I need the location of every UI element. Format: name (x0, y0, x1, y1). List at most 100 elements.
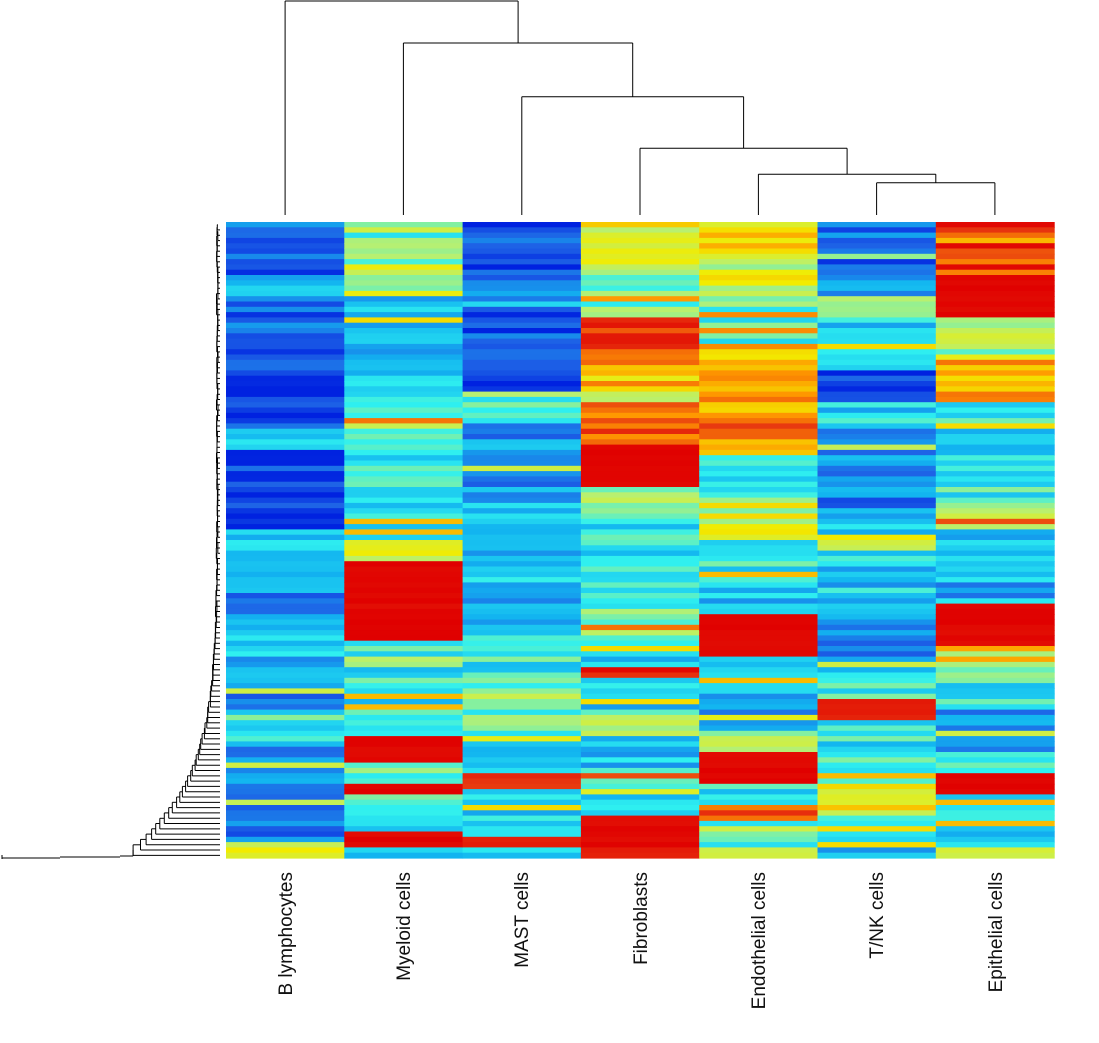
heatmap-cell (699, 396, 819, 403)
heatmap-cell (817, 720, 937, 727)
heatmap-cell (344, 656, 464, 663)
heatmap-cell (344, 508, 464, 515)
heatmap-cell (699, 349, 819, 356)
heatmap-cell (226, 444, 345, 451)
heatmap-cell (580, 232, 700, 239)
heatmap-cell (580, 651, 700, 658)
heatmap-cell (344, 709, 464, 716)
heatmap-cell (699, 571, 819, 578)
heatmap-cell (226, 672, 345, 679)
heatmap-cell (226, 810, 345, 817)
heatmap-cell (344, 783, 464, 790)
heatmap-cell (226, 534, 345, 541)
heatmap-cell (344, 381, 464, 387)
heatmap-cell (462, 672, 582, 679)
heatmap-cell (699, 407, 819, 414)
heatmap-cell (817, 513, 937, 520)
heatmap-cell (580, 407, 700, 414)
heatmap-cell (580, 624, 700, 631)
heatmap-cell (580, 741, 700, 748)
heatmap-cell (226, 275, 345, 281)
heatmap-cell (699, 439, 819, 446)
heatmap-cell (226, 577, 345, 583)
heatmap-cell (580, 693, 700, 700)
heatmap-cell (462, 619, 582, 626)
heatmap-cell (580, 783, 700, 790)
heatmap-cell (580, 391, 700, 398)
heatmap-cell (226, 571, 345, 578)
heatmap-cell (935, 773, 1055, 780)
heatmap-cell (344, 471, 464, 477)
heatmap-cell (817, 836, 937, 843)
heatmap-cell (699, 561, 819, 568)
heatmap-cell (580, 301, 700, 308)
heatmap-cell (462, 243, 582, 250)
heatmap-cell (344, 290, 464, 297)
heatmap-cell (226, 529, 345, 536)
heatmap-cell (935, 672, 1055, 679)
heatmap-cell (935, 227, 1055, 234)
heatmap-cell (817, 365, 937, 371)
heatmap-cell (226, 487, 345, 493)
heatmap-cell (935, 412, 1055, 419)
heatmap-cell (699, 757, 819, 764)
heatmap-cell (344, 836, 464, 843)
heatmap-cell (817, 534, 937, 541)
heatmap-cell (226, 608, 345, 615)
heatmap-cell (935, 391, 1055, 398)
heatmap-cell (344, 306, 464, 313)
heatmap-cell (699, 640, 819, 647)
heatmap-cell (344, 598, 464, 605)
heatmap-cell (699, 767, 819, 774)
heatmap-cell (344, 762, 464, 769)
heatmap-cell (462, 465, 582, 472)
heatmap-cell (462, 709, 582, 716)
heatmap-cell (699, 720, 819, 727)
heatmap-cell (935, 497, 1055, 504)
heatmap-cell (580, 312, 700, 318)
heatmap-cell (580, 847, 700, 854)
heatmap-cell (935, 524, 1055, 530)
heatmap-cell (935, 593, 1055, 599)
heatmap-cell (699, 603, 819, 610)
heatmap-cell (226, 561, 345, 568)
heatmap-cell (344, 566, 464, 573)
heatmap-cell (580, 439, 700, 446)
heatmap-cell (699, 815, 819, 822)
heatmap-cell (935, 709, 1055, 716)
heatmap-cell (580, 290, 700, 297)
heatmap-cell (935, 508, 1055, 515)
heatmap-cell (580, 799, 700, 806)
heatmap-cell (817, 603, 937, 610)
heatmap-cell (462, 736, 582, 742)
heatmap-cell (935, 492, 1055, 499)
heatmap-cell (226, 322, 345, 329)
heatmap-cell (462, 693, 582, 700)
heatmap-cell (699, 661, 819, 668)
heatmap-cell (462, 842, 582, 848)
heatmap-cell (580, 349, 700, 356)
heatmap-cell (935, 502, 1055, 509)
heatmap-cell (935, 481, 1055, 488)
heatmap-cell (226, 773, 345, 780)
heatmap-cell (935, 237, 1055, 244)
heatmap-cell (462, 439, 582, 446)
heatmap-cell (699, 688, 819, 695)
heatmap-cell (580, 487, 700, 493)
heatmap-cell (817, 386, 937, 393)
heatmap-cell (226, 312, 345, 318)
heatmap-cell (817, 285, 937, 292)
heatmap-cell (344, 243, 464, 250)
heatmap-cell (580, 423, 700, 430)
heatmap-cell (817, 736, 937, 742)
heatmap-cell (226, 248, 345, 255)
heatmap-cell (935, 449, 1055, 456)
heatmap-cell (462, 317, 582, 324)
heatmap-cell (226, 757, 345, 764)
heatmap-cell (699, 614, 819, 621)
heatmap-cell (935, 730, 1055, 737)
heatmap-cell (344, 540, 464, 546)
heatmap-cell (817, 460, 937, 467)
heatmap-cell (817, 253, 937, 260)
heatmap-cell (580, 264, 700, 271)
